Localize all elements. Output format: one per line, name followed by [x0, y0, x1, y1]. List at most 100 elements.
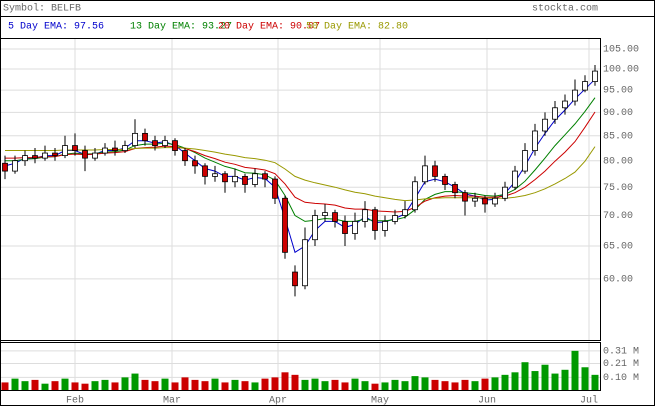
candle-body	[392, 215, 398, 222]
candle-body	[92, 152, 98, 159]
candle-body	[482, 197, 488, 205]
volume-bar	[11, 378, 19, 390]
candle-body	[532, 130, 538, 151]
candle-body	[262, 173, 268, 180]
volume-bar	[301, 379, 309, 390]
volume-bar	[481, 378, 489, 390]
legend-entry: 20 Day EMA: 90.07	[218, 22, 320, 33]
candle-body	[42, 152, 48, 159]
candle-body	[562, 100, 568, 109]
x-tick-label: Jul	[580, 395, 598, 406]
volume-bar	[551, 373, 559, 390]
candle-body	[322, 212, 328, 216]
candle-body	[522, 150, 528, 172]
volume-bar	[451, 382, 459, 390]
candle-body	[512, 170, 518, 188]
candle-body	[452, 184, 458, 194]
volume-bar	[591, 374, 599, 390]
volume-bar	[71, 382, 79, 390]
volume-bar	[381, 382, 389, 390]
candle-body	[552, 107, 558, 120]
y-tick-label: 70.00	[603, 211, 633, 222]
y-tick-label: 65.00	[603, 242, 633, 253]
volume-bar	[371, 383, 379, 390]
candle-body	[582, 81, 588, 91]
volume-bar	[441, 381, 449, 390]
volume-bar	[501, 374, 509, 390]
candle-body	[312, 215, 318, 241]
candle-body	[542, 118, 548, 132]
volume-bar	[401, 381, 409, 390]
volume-tick-label: 0.21 M	[603, 359, 639, 370]
volume-bar	[111, 382, 119, 390]
candle-body	[502, 186, 508, 199]
candle-body	[12, 160, 18, 172]
candle-body	[592, 70, 598, 82]
y-tick-label: 80.00	[603, 156, 633, 167]
candle-body	[282, 197, 288, 253]
volume-bar	[311, 378, 319, 390]
volume-bar	[581, 367, 589, 390]
legend-entry: 13 Day EMA: 93.27	[130, 22, 232, 33]
volume-bar	[81, 383, 89, 390]
volume-bar	[221, 382, 229, 390]
y-tick-label: 95.00	[603, 86, 633, 97]
volume-bar	[341, 382, 349, 390]
volume-bar	[321, 381, 329, 390]
y-tick-label: 85.00	[603, 131, 633, 142]
volume-bar	[51, 381, 59, 390]
candle-body	[442, 175, 448, 185]
volume-bar	[561, 369, 569, 390]
candle-body	[462, 192, 468, 202]
volume-bar	[41, 383, 49, 390]
volume-bar	[201, 381, 209, 390]
candle-body	[292, 271, 298, 287]
candle-body	[132, 132, 138, 146]
candle-body	[182, 150, 188, 162]
x-tick-label: Apr	[269, 396, 287, 406]
volume-bar	[261, 378, 269, 390]
volume-bar	[1, 382, 9, 390]
volume-bar	[131, 373, 139, 390]
candle-body	[162, 140, 168, 146]
candle-body	[122, 145, 128, 151]
volume-bar	[121, 377, 129, 390]
x-tick-label: Feb	[66, 395, 84, 406]
candle-body	[32, 155, 38, 159]
volume-bar	[511, 372, 519, 390]
candle-body	[242, 175, 248, 185]
candle-body	[252, 173, 258, 185]
source: stockta.com	[532, 3, 598, 15]
volume-bar	[251, 382, 259, 390]
volume-bar	[101, 379, 109, 390]
y-tick-label: 75.00	[603, 183, 633, 194]
candle-body	[362, 209, 368, 222]
volume-bar	[541, 364, 549, 390]
candle-body	[192, 160, 198, 167]
volume-bar	[171, 382, 179, 390]
candle-body	[102, 147, 108, 154]
candle-body	[82, 150, 88, 159]
volume-bar	[151, 381, 159, 390]
candle-body	[492, 197, 498, 205]
volume-bar	[571, 350, 579, 390]
volume-bar	[91, 381, 99, 390]
candle-body	[62, 145, 68, 156]
volume-bar	[471, 381, 479, 390]
legend-entry: 5 Day EMA: 97.56	[8, 22, 104, 33]
volume-bar	[421, 377, 429, 390]
candle-body	[422, 165, 428, 183]
candle-body	[22, 155, 28, 162]
volume-bar	[391, 379, 399, 390]
price-frame	[0, 38, 601, 341]
candle-body	[52, 152, 58, 156]
volume-bar	[291, 374, 299, 390]
y-tick-label: 100.00	[603, 65, 639, 76]
candle-body	[342, 221, 348, 234]
candle-body	[412, 181, 418, 211]
candle-body	[302, 239, 308, 287]
y-tick-label: 60.00	[603, 274, 633, 285]
volume-tick-label: 0.31 M	[603, 346, 639, 357]
candle-body	[572, 89, 578, 102]
